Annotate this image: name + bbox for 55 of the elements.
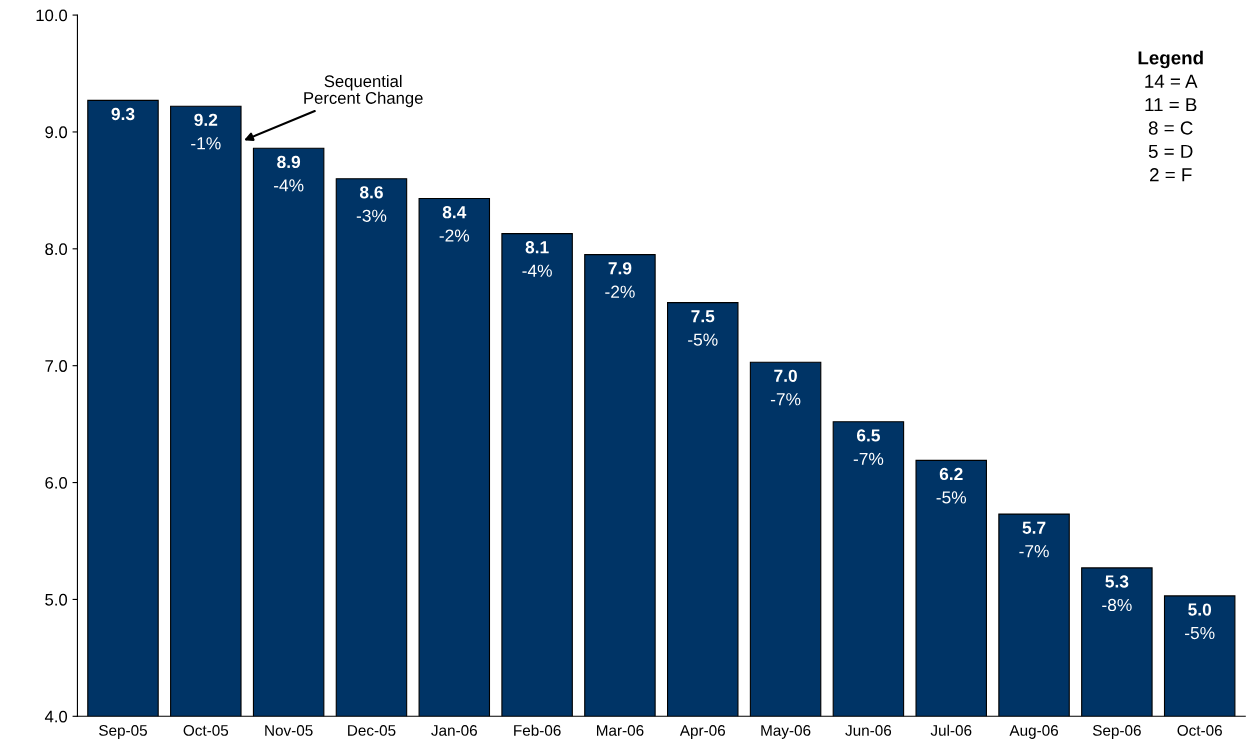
annotation: -1% xyxy=(191,137,221,150)
annotation: 11 = B xyxy=(1145,98,1197,112)
x-tick-label: Aug-06 xyxy=(1009,725,1059,739)
annotation: -4% xyxy=(522,264,552,277)
x-tick-label: Oct-05 xyxy=(183,725,229,736)
data-label: 7.0 xyxy=(774,369,797,382)
annotation: -8% xyxy=(1102,598,1132,612)
annotation: -3% xyxy=(356,209,387,222)
annotation: -2% xyxy=(439,229,470,242)
annotation: -4% xyxy=(273,179,304,192)
data-label: 7.5 xyxy=(691,310,715,323)
y-tick-label: 5.0 xyxy=(45,593,68,606)
data-label: 8.9 xyxy=(277,155,301,169)
y-tick-label: 7.0 xyxy=(45,360,68,372)
data-label: 9.3 xyxy=(111,107,135,121)
x-tick-label: Jan-06 xyxy=(431,725,477,736)
data-label: 8.1 xyxy=(525,241,549,254)
data-label: 8.6 xyxy=(359,186,383,199)
x-tick-label: May-06 xyxy=(761,725,811,739)
data-label: 5.3 xyxy=(1105,575,1129,588)
annotation: -5% xyxy=(936,491,967,504)
y-tick-label: 10.0 xyxy=(36,9,68,22)
annotation: -5% xyxy=(688,333,718,346)
annotation: 5 = D xyxy=(1148,144,1193,159)
annotation: 8 = C xyxy=(1148,121,1193,135)
x-tick-label: Apr-06 xyxy=(679,725,726,739)
annotation: -7% xyxy=(1019,545,1049,558)
x-tick-label: Feb-06 xyxy=(514,724,561,736)
data-label: 6.5 xyxy=(856,429,880,442)
y-tick-label: 6.0 xyxy=(45,476,68,489)
data-label: 5.0 xyxy=(1188,603,1212,616)
y-tick-label: 4.0 xyxy=(44,710,68,723)
x-tick-label: Sep-06 xyxy=(1092,725,1141,739)
data-label: 5.7 xyxy=(1022,521,1046,534)
x-tick-label: Jun-06 xyxy=(845,725,892,736)
annotation: 2 = F xyxy=(1150,168,1192,182)
x-tick-label: Oct-06 xyxy=(1177,725,1222,736)
x-tick-label: Nov-05 xyxy=(265,725,313,736)
x-tick-label: Dec-05 xyxy=(348,725,396,736)
data-label: 8.4 xyxy=(442,206,467,219)
annotation: Sequential Percent Change xyxy=(304,74,423,108)
annotation: 14 = A xyxy=(1145,74,1198,88)
data-label: 6.2 xyxy=(939,467,963,481)
x-tick-label: Mar-06 xyxy=(596,725,644,736)
data-label: 9.2 xyxy=(194,113,218,126)
y-tick-label: 8.0 xyxy=(45,243,68,256)
annotation: Legend xyxy=(1138,50,1203,69)
y-tick-label: 9.0 xyxy=(45,126,68,139)
x-tick-label: Jul-06 xyxy=(930,724,972,736)
annotation: -7% xyxy=(853,452,884,465)
x-tick-label: Sep-05 xyxy=(99,725,147,739)
data-label: 7.9 xyxy=(608,262,632,275)
annotation: -5% xyxy=(1185,626,1215,640)
annotation: -2% xyxy=(605,285,635,298)
annotation: -7% xyxy=(770,393,801,406)
